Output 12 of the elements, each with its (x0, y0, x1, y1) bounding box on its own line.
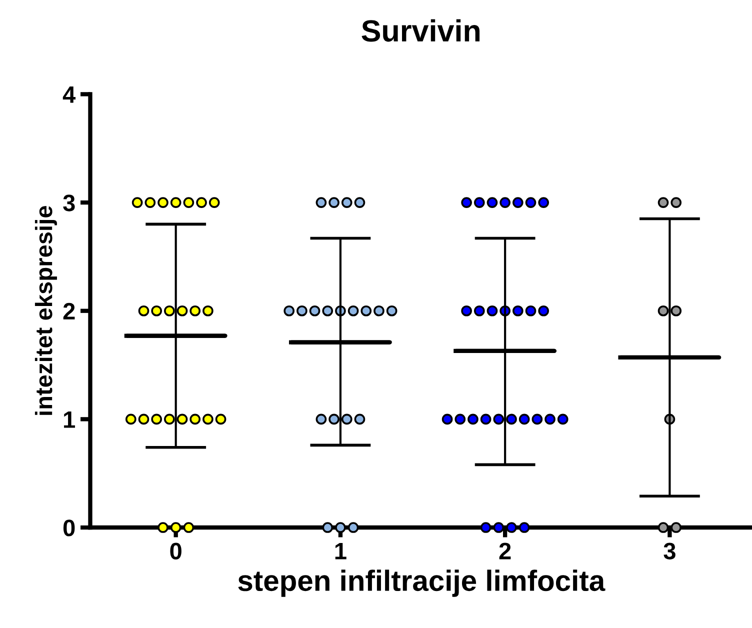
chart-title: Survivin (362, 19, 480, 42)
y-tick-label: 2 (63, 302, 75, 320)
x-tick-label: 3 (664, 542, 676, 560)
x-axis-title: stepen infiltracije limfocita (238, 570, 606, 597)
y-tick-label: 3 (63, 194, 75, 212)
x-tick-label: 1 (335, 542, 346, 560)
x-tick-label: 2 (499, 542, 511, 560)
y-axis-title: intezitet ekspresije (34, 206, 57, 415)
y-tick-label: 1 (64, 412, 75, 428)
y-tick-label: 4 (62, 86, 76, 103)
x-tick-label: 0 (170, 542, 182, 560)
y-tick-label: 0 (63, 520, 75, 536)
